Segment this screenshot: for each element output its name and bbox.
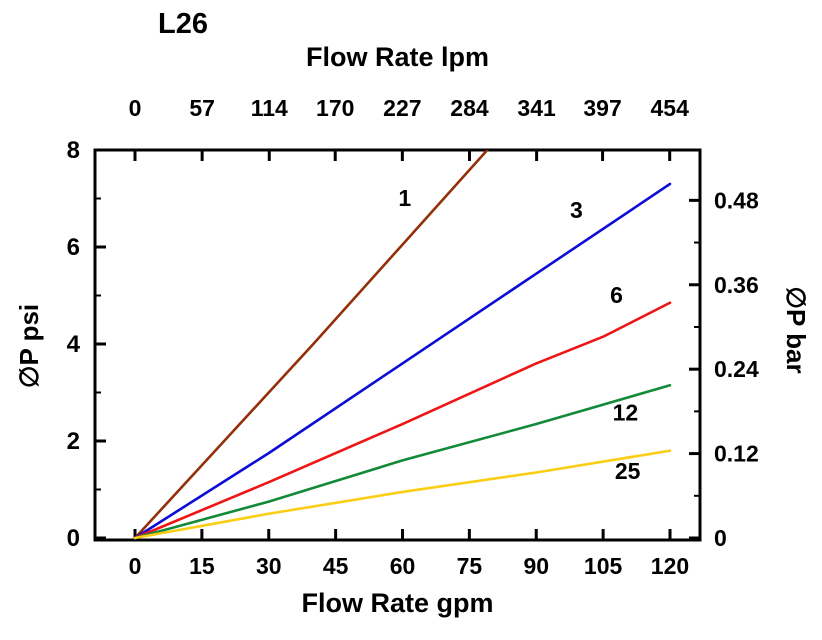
left-tick-label: 8 [67,137,80,164]
series-line-1 [133,150,490,540]
series-group [133,150,672,540]
bottom-tick-label: 75 [457,553,483,579]
left-tick-label: 0 [67,525,80,552]
right-tick-label: 0 [714,525,727,551]
bottom-tick-label: 60 [390,553,416,579]
bottom-tick-label: 30 [256,553,282,579]
top-tick-label: 0 [129,95,142,121]
left-tick-label: 4 [67,331,81,358]
top-tick-label: 397 [583,95,621,121]
top-tick-label: 170 [316,95,354,121]
right-tick-label: 0.24 [714,356,759,382]
right-tick-label: 0.36 [714,272,759,298]
top-tick-label: 341 [517,95,556,121]
series-label-1: 1 [398,185,411,211]
series-label-25: 25 [615,458,641,484]
series-line-25 [133,449,672,540]
series-line-3 [133,182,672,540]
bottom-tick-label: 90 [523,553,549,579]
chart-title: L26 [158,8,208,40]
series-label-12: 12 [613,400,639,426]
bottom-tick-label: 15 [189,553,215,579]
left-tick-label: 2 [67,428,80,455]
top-tick-label: 227 [383,95,421,121]
left-tick-label: 6 [67,234,80,261]
top-tick-label: 284 [450,95,489,121]
bottom-axis-label: Flow Rate gpm [301,588,494,618]
right-tick-label: 0.48 [714,187,759,213]
bottom-tick-label: 120 [651,553,689,579]
series-line-12 [133,383,672,540]
top-tick-label: 114 [251,95,288,121]
top-tick-label: 454 [651,95,690,121]
series-label-3: 3 [570,197,583,223]
series-label-6: 6 [610,282,623,308]
bottom-tick-label: 105 [584,553,623,579]
series-line-6 [133,301,672,540]
bottom-tick-label: 0 [129,553,142,579]
right-tick-label: 0.12 [714,441,759,467]
top-axis-label: Flow Rate lpm [305,42,489,72]
bottom-tick-label: 45 [323,553,349,579]
top-tick-label: 57 [189,95,215,121]
